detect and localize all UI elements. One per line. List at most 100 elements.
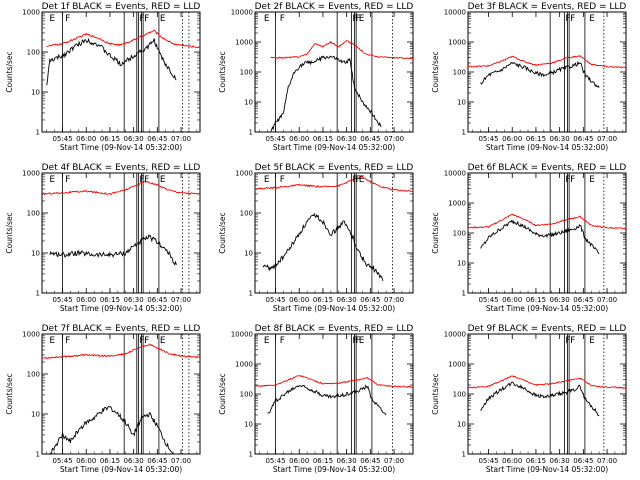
y-tick-label: 1000 <box>448 361 466 369</box>
y-axis-label: Counts/sec <box>431 212 440 253</box>
y-tick-label: 1 <box>36 129 40 137</box>
y-tick-label: 10 <box>457 260 466 268</box>
x-tick-label: 06:00 <box>289 135 309 143</box>
y-axis-label: Counts/sec <box>218 373 227 414</box>
x-tick-label: 07:00 <box>384 135 404 143</box>
x-tick-label: 06:00 <box>289 296 309 304</box>
events-series-line <box>49 234 177 266</box>
chart-panel: Det 1f BLACK = Events, RED = LLD Counts/s… <box>5 2 201 152</box>
x-tick-label: 06:15 <box>100 135 120 143</box>
x-axis-label: Start Time (09-Nov-14 05:32:00) <box>60 143 182 152</box>
x-axis-label: Start Time (09-Nov-14 05:32:00) <box>60 465 182 474</box>
x-tick-label: 05:45 <box>52 457 72 465</box>
chart-panel: Det 9f BLACK = Events, RED = LLD Counts/s… <box>431 324 627 474</box>
chart-panel: Det 5f BLACK = Events, RED = LLD Counts/s… <box>218 163 414 313</box>
events-series-line <box>267 384 387 416</box>
y-tick-label: 1000 <box>22 331 40 339</box>
x-tick-label: 07:00 <box>171 457 191 465</box>
y-tick-label: 1000 <box>22 9 40 17</box>
plot-frame <box>41 172 201 294</box>
y-tick-label: 10 <box>457 99 466 107</box>
lld-series-line <box>254 375 414 388</box>
plot-frame <box>467 11 627 133</box>
y-tick-label: 100 <box>27 49 40 57</box>
x-tick-label: 07:00 <box>597 457 617 465</box>
y-axis-label: Counts/sec <box>5 212 14 253</box>
plot-frame <box>254 11 414 133</box>
x-tick-label: 05:45 <box>478 457 498 465</box>
chart-panel: Det 6f BLACK = Events, RED = LLD Counts/s… <box>431 163 627 313</box>
y-tick-label: 10 <box>457 421 466 429</box>
y-tick-label: 10000 <box>444 9 466 17</box>
x-tick-label: 06:45 <box>360 135 380 143</box>
flag-label: E <box>589 175 595 185</box>
flag-label: E <box>49 14 55 24</box>
x-tick-label: 07:00 <box>384 296 404 304</box>
flag-label: F <box>356 14 361 24</box>
x-tick-label: 05:45 <box>52 135 72 143</box>
flag-label: F <box>565 14 570 24</box>
x-tick-label: 05:45 <box>478 135 498 143</box>
lld-series-line <box>46 29 201 49</box>
events-series-line <box>46 37 177 86</box>
y-tick-label: 10 <box>244 421 253 429</box>
events-series-line <box>480 60 600 88</box>
events-series-line <box>49 406 174 455</box>
y-axis-label: Counts/sec <box>218 51 227 92</box>
x-tick-label: 06:45 <box>360 457 380 465</box>
y-tick-label: 10 <box>244 250 253 258</box>
x-tick-label: 06:45 <box>147 135 167 143</box>
x-tick-label: 06:15 <box>313 135 333 143</box>
y-axis-label: Counts/sec <box>5 51 14 92</box>
y-tick-label: 1000 <box>22 170 40 178</box>
x-tick-label: 05:45 <box>265 296 285 304</box>
plot-frame <box>41 11 201 133</box>
chart-title: Det 8f BLACK = Events, RED = LLD <box>255 324 414 334</box>
y-tick-label: 100 <box>453 391 466 399</box>
y-axis-label: Counts/sec <box>431 51 440 92</box>
lld-series-line <box>270 40 413 60</box>
flag-label: F <box>65 14 70 24</box>
lld-series-line <box>467 55 627 69</box>
x-tick-label: 06:00 <box>502 296 522 304</box>
chart-panel: Det 8f BLACK = Events, RED = LLD Counts/s… <box>218 324 414 474</box>
chart-panel: Det 7f BLACK = Events, RED = LLD Counts/s… <box>5 324 201 474</box>
y-tick-label: 1 <box>36 451 40 459</box>
flag-label: F <box>139 336 144 346</box>
flag-label: F <box>352 175 357 185</box>
y-tick-label: 1000 <box>448 39 466 47</box>
x-tick-label: 06:45 <box>573 135 593 143</box>
lld-series-line <box>254 175 414 192</box>
flag-label: F <box>144 14 149 24</box>
x-tick-label: 06:45 <box>147 457 167 465</box>
flag-label: F <box>144 336 149 346</box>
y-tick-label: 1 <box>249 451 253 459</box>
y-tick-label: 1 <box>249 290 253 298</box>
chart-title: Det 9f BLACK = Events, RED = LLD <box>468 324 627 334</box>
x-axis-label: Start Time (09-Nov-14 05:32:00) <box>273 465 395 474</box>
x-axis-label: Start Time (09-Nov-14 05:32:00) <box>273 304 395 313</box>
chart-title: Det 7f BLACK = Events, RED = LLD <box>42 324 201 334</box>
x-axis-label: Start Time (09-Nov-14 05:32:00) <box>60 304 182 313</box>
y-tick-label: 10 <box>31 250 40 258</box>
x-tick-label: 06:15 <box>313 457 333 465</box>
flag-label: F <box>570 175 575 185</box>
x-tick-label: 06:30 <box>550 135 570 143</box>
flag-label: E <box>359 336 365 346</box>
x-tick-label: 06:30 <box>337 457 357 465</box>
flag-label: E <box>589 336 595 346</box>
x-tick-label: 06:15 <box>313 296 333 304</box>
events-series-line <box>270 55 382 132</box>
events-series-line <box>480 219 600 255</box>
y-tick-label: 100 <box>240 210 253 218</box>
x-tick-label: 05:45 <box>265 457 285 465</box>
x-tick-label: 06:00 <box>76 457 96 465</box>
plot-frame <box>41 333 201 455</box>
y-tick-label: 100 <box>453 69 466 77</box>
x-tick-label: 06:45 <box>147 296 167 304</box>
y-tick-label: 1 <box>249 129 253 137</box>
y-tick-label: 10 <box>31 411 40 419</box>
y-axis-label: Counts/sec <box>218 212 227 253</box>
flag-label: F <box>65 175 70 185</box>
